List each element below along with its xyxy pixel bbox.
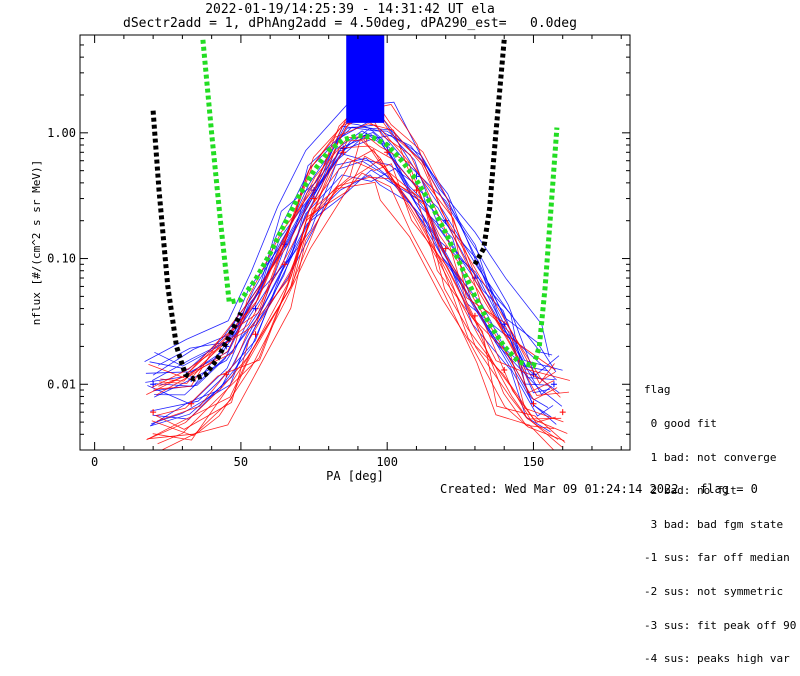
series-1-trace — [146, 138, 562, 441]
pitch-angle-plot: 0 50 100 150 0.01 0.10 1.00 PA [deg] nflux [#/(c… — [30, 34, 631, 483]
series-1-trace — [147, 181, 565, 442]
legend-item: 0 good fit — [644, 417, 717, 431]
series-0-trace — [151, 167, 549, 425]
legend-item: -2 sus: not symmetric — [644, 585, 784, 599]
series-1-marker — [252, 331, 259, 338]
flag-value: flag = 0 — [700, 482, 758, 496]
series-1-marker — [471, 312, 478, 319]
series-1-trace — [151, 149, 566, 443]
x-axis-label: PA [deg] — [326, 469, 384, 483]
series-1-trace — [157, 157, 555, 445]
series-0-trace — [147, 152, 563, 407]
series-1-marker — [413, 187, 420, 194]
legend-item: -4 sus: peaks high var — [644, 652, 790, 666]
series-0-trace — [150, 169, 551, 433]
fit-curve-2 — [200, 39, 560, 369]
chart-subtitle: dSectr2add = 1, dPhAng2add = 4.50deg, dP… — [123, 16, 577, 31]
x-tick-label: 50 — [234, 455, 248, 469]
footer: Created: Wed Mar 09 01:24:14 2022 flag =… — [440, 482, 758, 496]
chart-title: 2022-01-19/14:25:39 - 14:31:42 UT ela — [205, 2, 495, 17]
flag-legend: flag 0 good fit 1 bad: not converge 2 ba… — [644, 362, 796, 676]
x-tick-label: 150 — [523, 455, 545, 469]
series-1-marker — [223, 371, 230, 378]
y-tick-label: 1.00 — [47, 126, 76, 140]
series-1-trace — [160, 172, 555, 450]
axes-frame — [79, 34, 631, 451]
series-1-trace — [156, 139, 564, 423]
legend-item: -1 sus: far off median — [644, 551, 790, 565]
series-1-marker — [442, 245, 449, 252]
peak-overflow-block — [346, 35, 385, 123]
fit-curve-4 — [472, 39, 507, 266]
series-1-marker — [340, 149, 347, 156]
series-1-marker — [530, 400, 537, 407]
series-1-marker — [311, 195, 318, 202]
y-axis-label: nflux [#/(cm^2 s sr MeV)] — [30, 160, 43, 326]
series-1-marker — [281, 261, 288, 268]
series-1-marker — [501, 366, 508, 373]
legend-item: -3 sus: fit peak off 90 — [644, 618, 797, 632]
series-1-marker — [150, 409, 157, 416]
series-0-marker — [550, 381, 557, 388]
series-1-marker — [384, 149, 391, 156]
series-0-trace — [154, 122, 548, 372]
legend-item: 2 bad: no fit — [644, 484, 737, 498]
y-tick-label: 0.01 — [47, 377, 76, 391]
series-1-trace — [152, 176, 563, 448]
series-0-trace — [152, 174, 557, 425]
legend-item: 3 bad: bad fgm state — [644, 517, 784, 531]
legend-title: flag — [644, 383, 671, 397]
series-1-trace — [158, 135, 558, 401]
y-tick-label: 0.10 — [47, 252, 76, 266]
series-0-trace — [157, 111, 553, 366]
series-0-trace — [153, 132, 552, 396]
legend-item: 1 bad: not converge — [644, 450, 777, 464]
series-1-marker — [188, 400, 195, 407]
x-tick-label: 100 — [376, 455, 398, 469]
series-0-trace — [154, 134, 560, 396]
data-group — [144, 35, 571, 450]
series-1-trace — [148, 155, 559, 440]
series-0-marker — [150, 381, 157, 388]
x-tick-label: 0 — [91, 455, 98, 469]
series-1-trace — [155, 145, 557, 423]
series-1-marker — [559, 409, 566, 416]
series-0-trace — [151, 125, 557, 381]
fit-curve-3 — [150, 110, 244, 382]
created-timestamp: Created: Wed Mar 09 01:24:14 2022 — [440, 482, 679, 496]
